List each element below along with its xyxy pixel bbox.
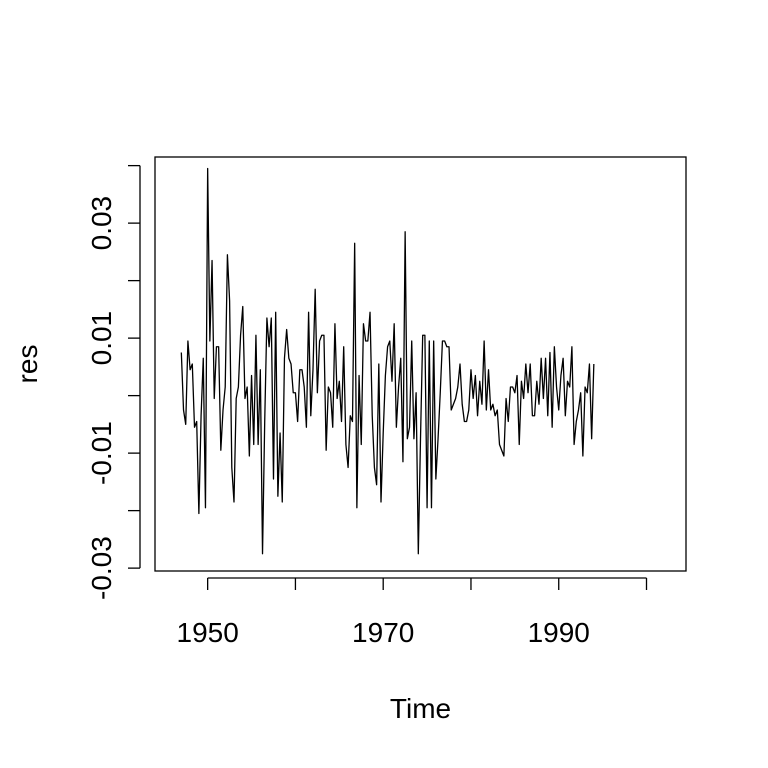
x-tick-label: 1970 bbox=[352, 617, 414, 648]
x-tick-label: 1990 bbox=[528, 617, 590, 648]
x-tick-label: 1950 bbox=[177, 617, 239, 648]
x-axis: 1950 1970 1990 bbox=[177, 577, 648, 648]
y-tick-label: -0.03 bbox=[86, 536, 117, 600]
y-axis: -0.03 -0.01 0.01 0.03 bbox=[86, 164, 141, 600]
series-layer bbox=[180, 167, 595, 555]
plot-frame bbox=[154, 156, 687, 572]
x-axis-label: Time bbox=[390, 693, 451, 724]
y-tick-label: 0.01 bbox=[86, 311, 117, 366]
y-tick-label: -0.01 bbox=[86, 421, 117, 485]
y-axis-label: res bbox=[12, 345, 43, 384]
series-line-res bbox=[180, 167, 595, 555]
y-tick-label: 0.03 bbox=[86, 196, 117, 251]
